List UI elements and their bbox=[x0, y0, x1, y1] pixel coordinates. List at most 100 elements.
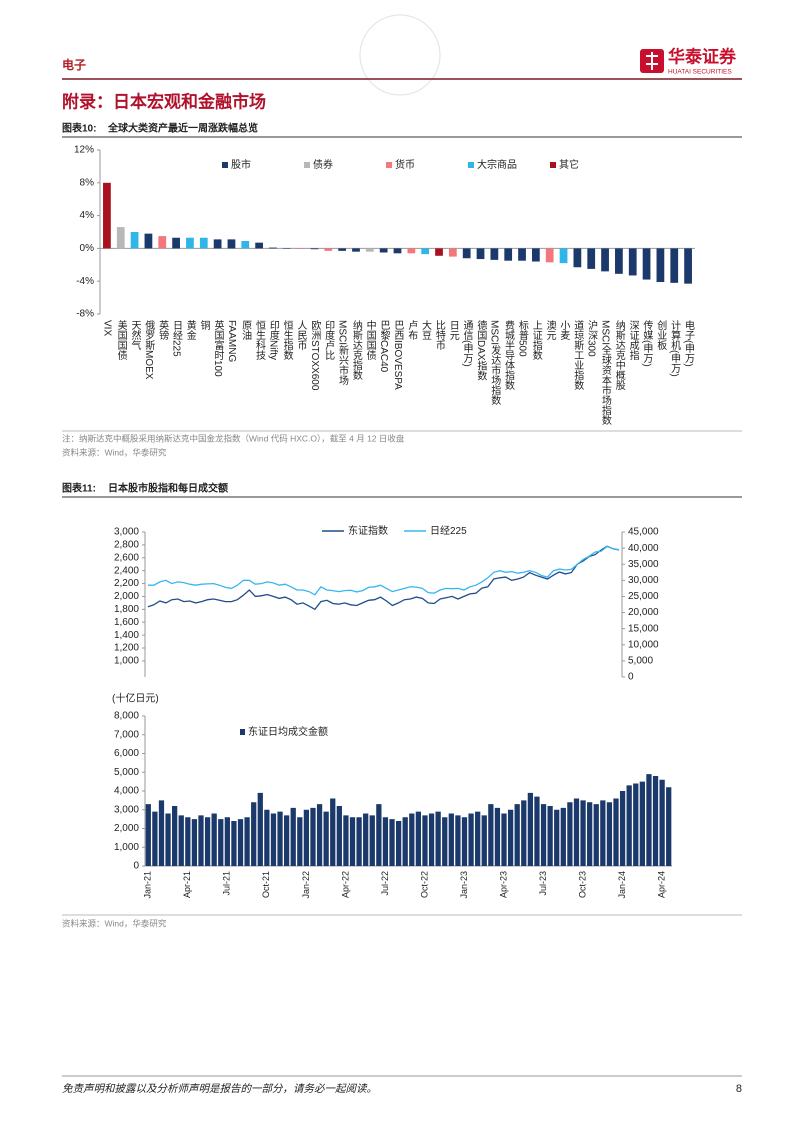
bar bbox=[116, 227, 125, 249]
bar bbox=[349, 817, 356, 866]
x-tick-label: Jan-22 bbox=[301, 871, 311, 899]
x-tick-label: 沪深300 bbox=[586, 319, 598, 357]
y-tick-label: 2,000 bbox=[114, 591, 139, 602]
y2-tick-label: 0 bbox=[628, 672, 634, 683]
bar bbox=[264, 809, 270, 866]
x-tick-label: 美国国债 bbox=[115, 319, 127, 361]
bar bbox=[494, 807, 501, 866]
bar bbox=[421, 248, 430, 255]
bar bbox=[415, 811, 422, 866]
bar bbox=[144, 233, 153, 249]
bar bbox=[488, 804, 494, 866]
bar bbox=[282, 247, 291, 249]
bar bbox=[343, 815, 349, 866]
x-tick-label: Jan-24 bbox=[617, 871, 627, 899]
y-tick-label: 0% bbox=[80, 243, 95, 254]
y-tick-label: 1,200 bbox=[114, 643, 139, 654]
brand: 华泰证券 bbox=[668, 46, 737, 66]
source: 资料来源：Wind，华泰研究 bbox=[62, 447, 167, 457]
y2-tick-label: 40,000 bbox=[628, 543, 659, 554]
x-tick-label: 道琼斯工业指数 bbox=[572, 319, 584, 391]
bar bbox=[277, 811, 283, 866]
legend-swatch bbox=[468, 162, 474, 168]
x-tick-label: 上证指数 bbox=[530, 320, 542, 361]
bar bbox=[251, 802, 257, 866]
bar bbox=[422, 815, 428, 866]
legend-label: 债券 bbox=[313, 158, 333, 171]
x-tick-label: Jul-21 bbox=[222, 871, 232, 896]
bar bbox=[462, 248, 471, 259]
bar bbox=[642, 248, 651, 280]
legend-label: 东证指数 bbox=[348, 524, 388, 537]
y-tick-label: 2,400 bbox=[114, 565, 139, 576]
bar bbox=[356, 817, 362, 866]
bar bbox=[130, 232, 139, 249]
y-tick-label: 3,000 bbox=[114, 804, 139, 815]
bar bbox=[428, 813, 435, 866]
y-axis-label: (十亿日元) bbox=[112, 692, 159, 705]
bar bbox=[316, 804, 323, 866]
y-tick-label: -4% bbox=[76, 276, 94, 287]
x-tick-label: Apr-23 bbox=[498, 871, 508, 898]
bar bbox=[468, 813, 474, 866]
bar bbox=[435, 248, 443, 256]
y2-tick-label: 10,000 bbox=[628, 639, 659, 650]
x-tick-label: MSCI新兴市场 bbox=[337, 320, 349, 386]
y-tick-label: 4,000 bbox=[114, 786, 139, 797]
x-tick-label: 天然气 bbox=[129, 320, 141, 350]
bar bbox=[615, 248, 623, 274]
bar bbox=[490, 248, 499, 260]
bar bbox=[587, 248, 596, 269]
bar bbox=[227, 239, 236, 249]
x-tick-label: 传媒(申万) bbox=[641, 320, 653, 367]
bar bbox=[633, 783, 639, 866]
y2-tick-label: 25,000 bbox=[628, 591, 659, 602]
x-tick-label: Jan-21 bbox=[143, 871, 153, 899]
x-tick-label: 电子(申万) bbox=[682, 319, 694, 367]
bar bbox=[435, 811, 441, 866]
figure-label: 图表11: bbox=[62, 482, 96, 495]
x-tick-label: Oct-22 bbox=[419, 871, 429, 898]
y-tick-label: 2,600 bbox=[114, 552, 139, 563]
x-tick-label: 英镑 bbox=[157, 319, 169, 341]
bar bbox=[158, 800, 165, 866]
bar bbox=[560, 807, 566, 866]
bar bbox=[103, 182, 111, 249]
x-tick-label: 印度Nifty bbox=[267, 320, 279, 360]
bar bbox=[365, 248, 374, 252]
bar bbox=[389, 819, 395, 866]
bar bbox=[527, 792, 534, 866]
legend-label: 日经225 bbox=[430, 524, 467, 537]
y-tick-label: 5,000 bbox=[114, 767, 139, 778]
legend-swatch bbox=[240, 729, 245, 735]
figure-title: 日本股市股指和每日成交额 bbox=[108, 482, 228, 495]
y-tick-label: 12% bbox=[74, 145, 94, 156]
x-tick-label: Jul-22 bbox=[380, 871, 390, 896]
y2-tick-label: 45,000 bbox=[628, 527, 659, 538]
bar bbox=[501, 813, 507, 866]
x-tick-label: 比特币 bbox=[433, 320, 445, 351]
legend-label: 东证日均成交金额 bbox=[248, 725, 328, 738]
bar bbox=[659, 779, 665, 866]
y-tick-label: 2,800 bbox=[114, 540, 139, 551]
bar bbox=[409, 813, 415, 866]
x-tick-label: Apr-24 bbox=[656, 871, 666, 898]
bar bbox=[573, 248, 582, 268]
bar bbox=[330, 798, 336, 866]
y-tick-label: 1,400 bbox=[114, 630, 139, 641]
figure-title: 全球大类资产最近一周涨跌幅总览 bbox=[107, 122, 258, 135]
bar bbox=[204, 817, 211, 866]
heading: 附录：日本宏观和金融市场 bbox=[62, 91, 266, 111]
x-tick-label: 日元 bbox=[447, 320, 459, 340]
bar bbox=[461, 817, 468, 866]
bar bbox=[237, 819, 244, 866]
bar bbox=[514, 804, 520, 866]
bar bbox=[475, 811, 481, 866]
bar bbox=[178, 815, 184, 866]
bar bbox=[198, 815, 204, 866]
bar bbox=[376, 804, 382, 866]
bar bbox=[580, 800, 586, 866]
y-tick-label: 4% bbox=[80, 210, 95, 221]
legend-swatch bbox=[550, 162, 556, 168]
